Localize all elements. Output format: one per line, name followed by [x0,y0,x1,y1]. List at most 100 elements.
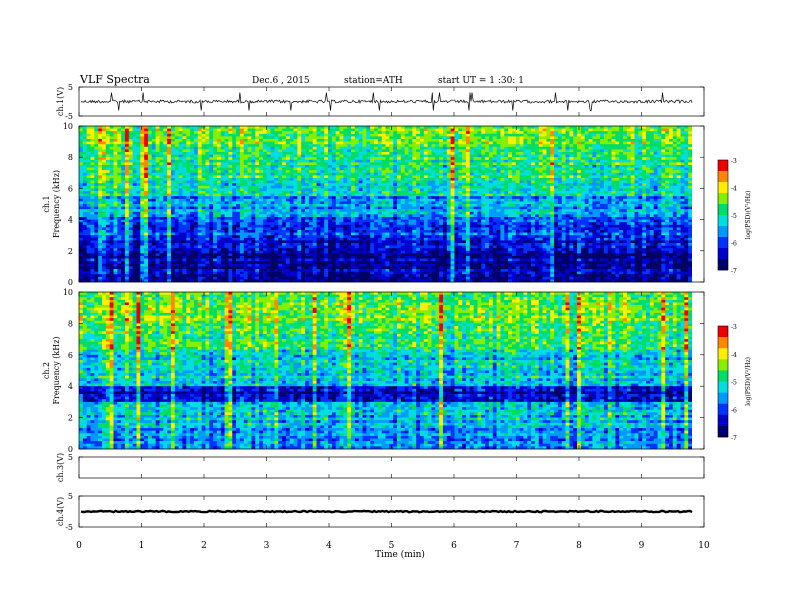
spectrogram-cell [170,144,176,148]
spectrogram-cell [396,136,402,140]
spectrogram-cell [538,167,543,171]
spectrogram-cell [485,170,490,174]
spectrogram-cell [259,185,264,189]
spectrogram-cell [596,191,601,194]
spectrogram-cell [404,141,409,145]
spectrogram-cell [573,191,578,194]
spectrogram-cell [274,201,279,205]
spectrogram-cell [178,185,183,189]
spectrogram-cell [109,198,114,202]
spectrogram-cell [607,162,612,166]
spectrogram-cell [389,185,394,189]
spectrogram-cell [274,139,279,142]
spectrogram-cell [389,193,394,197]
spectrogram-cell [531,141,536,145]
spectrogram-cell [634,185,639,189]
spectrogram-cell [228,136,233,140]
spectrogram-cell [527,196,532,200]
spectrogram-cell [220,185,225,189]
spectrogram-cell [289,133,294,137]
spectrogram-cell [347,152,352,155]
spectrogram-cell [393,159,398,163]
spectrogram-cell [462,157,467,161]
spectrogram-cell [607,201,612,205]
spectrogram-cell [79,206,84,210]
spectrogram-cell [669,167,674,171]
spectrogram-cell [190,128,195,132]
spectrogram-cell [492,152,497,155]
spectrogram-cell [638,165,643,168]
spectrogram-cell [293,159,298,163]
spectrogram-cell [228,141,233,145]
spectrogram-cell [584,170,589,174]
spectrogram-cell [358,175,363,179]
spectrogram-cell [155,193,160,197]
spectrogram-cell [661,126,666,129]
spectrogram-cell [672,201,677,205]
spectrogram-cell [623,178,628,181]
spectrogram-cell [550,141,555,145]
spectrogram-cell [542,154,547,158]
spectrogram-cell [396,154,402,158]
spectrogram-cell [132,136,137,140]
spectrogram-cell [297,149,302,153]
spectrogram-cell [259,126,264,129]
spectrogram-cell [638,159,643,163]
spectrogram-cell [377,204,382,207]
spectrogram-cell [626,154,631,158]
spectrogram-cell [492,183,497,187]
spectrogram-cell [151,162,156,166]
spectrogram-cell [124,196,130,200]
spectrogram-cell [209,154,214,158]
spectrogram-cell [684,172,689,176]
spectrogram-cell [370,180,375,184]
spectrogram-cell [488,201,494,205]
spectrogram-cell [638,154,643,158]
spectrogram-cell [400,180,405,184]
spectrogram-cell [638,188,643,192]
spectrogram-cell [232,196,237,200]
spectrogram-cell [469,185,474,189]
spectrogram-cell [132,170,137,174]
spectrogram-cell [339,146,344,150]
spectrogram-cell [450,188,455,192]
spectrogram-cell [262,172,268,176]
spectrogram-cell [446,204,451,207]
spectrogram-cell [224,152,229,155]
spectrogram-cell [220,191,225,194]
spectrogram-cell [190,159,195,163]
spectrogram-cell [351,180,356,184]
spectrogram-cell [611,157,616,161]
spectrogram-cell [331,204,336,207]
spectrogram-cell [684,141,689,145]
spectrogram-cell [190,152,195,155]
spectrogram-cell [124,178,130,181]
spectrogram-cell [431,136,436,140]
spectrogram-cell [328,183,333,187]
spectrogram-cell [209,188,214,192]
spectrogram-cell [600,157,605,161]
spectrogram-cell [400,183,405,187]
spectrogram-cell [669,149,674,153]
spectrogram-cell [465,152,471,155]
spectrogram-cell [538,175,543,179]
spectrogram-cell [527,162,532,166]
spectrogram-cell [362,170,367,174]
spectrogram-cell [442,193,448,197]
spectrogram-cell [278,152,283,155]
spectrogram-cell [419,165,425,168]
spectrogram-cell [370,131,375,135]
spectrogram-cell [623,131,628,135]
spectrogram-cell [117,154,122,158]
spectrogram-cell [224,175,229,179]
spectrogram-cell [335,133,340,137]
spectrogram-cell [178,183,183,187]
spectrogram-cell [485,175,490,179]
spectrogram-cell [201,167,206,171]
spectrogram-cell [481,149,486,153]
spectrogram-cell [144,126,149,129]
spectrogram-cell [193,201,199,205]
spectrogram-cell [511,157,517,161]
spectrogram-cell [465,178,471,181]
